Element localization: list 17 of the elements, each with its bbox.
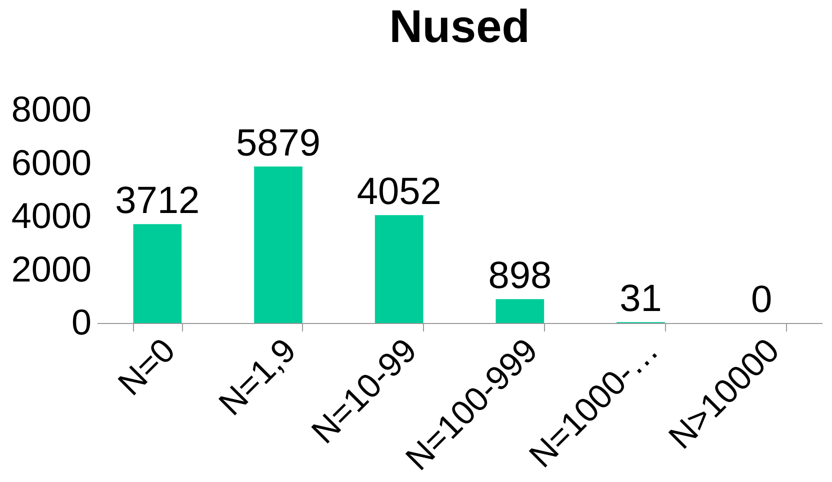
bar xyxy=(254,166,302,323)
data-label: 4052 xyxy=(356,171,442,214)
x-tick-label: N=0 xyxy=(111,331,183,404)
data-label: 5879 xyxy=(236,122,321,164)
bar xyxy=(496,299,544,323)
y-tick-label: 0 xyxy=(71,302,92,342)
y-tick-label: 8000 xyxy=(11,88,92,130)
bar xyxy=(374,215,424,323)
data-label: 0 xyxy=(751,279,772,321)
y-tick-label: 4000 xyxy=(11,195,92,236)
chart-title: Nused xyxy=(389,0,530,52)
bar xyxy=(133,224,182,323)
y-tick-label: 6000 xyxy=(11,142,92,183)
y-tick-label: 2000 xyxy=(11,248,92,290)
data-label: 898 xyxy=(488,255,552,298)
data-label: 3712 xyxy=(115,180,200,222)
data-label: 31 xyxy=(620,278,662,320)
